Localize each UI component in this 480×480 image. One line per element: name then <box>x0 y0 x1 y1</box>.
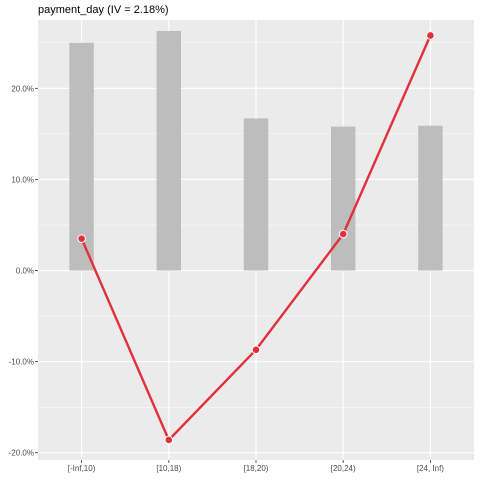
y-tick-label: 0.0% <box>16 267 34 276</box>
x-tick-label: [10,18) <box>156 464 181 473</box>
x-tick-label: [-Inf,10) <box>68 464 96 473</box>
x-tick-label: [24, Inf) <box>417 464 444 473</box>
bar-series <box>69 30 443 271</box>
bar <box>418 125 443 271</box>
data-point <box>251 345 261 355</box>
data-point <box>426 31 435 40</box>
y-tick-label: -20.0% <box>9 449 34 458</box>
y-tick-label: -10.0% <box>9 358 34 367</box>
data-point <box>338 229 348 239</box>
y-axis: -20.0% -10.0% 0.0% 10.0% 20.0% <box>9 84 38 458</box>
bar <box>243 118 269 271</box>
line-series <box>77 31 435 445</box>
x-axis: [-Inf,10) [10,18) [18,20) [20,24) [24, Inf) <box>68 460 444 473</box>
bar <box>330 126 356 271</box>
y-tick-label: 10.0% <box>11 175 34 184</box>
y-tick-label: 20.0% <box>11 84 34 93</box>
data-point <box>164 435 174 445</box>
bar <box>69 42 94 271</box>
chart-title: payment_day (IV = 2.18%) <box>38 4 169 16</box>
x-tick-label: [20,24) <box>331 464 356 473</box>
bar <box>156 30 182 271</box>
data-point <box>77 234 86 243</box>
x-tick-label: [18,20) <box>244 464 269 473</box>
